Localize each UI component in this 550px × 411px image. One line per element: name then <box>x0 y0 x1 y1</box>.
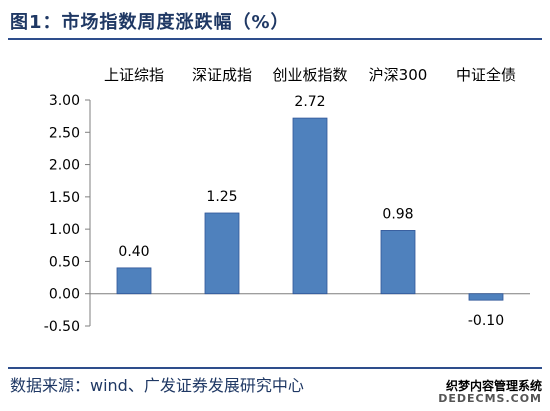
category-label: 沪深300 <box>369 66 428 84</box>
data-label: -0.10 <box>468 313 504 329</box>
data-label: 0.98 <box>382 206 413 222</box>
data-label: 2.72 <box>294 94 325 110</box>
y-tick-label: 3.00 <box>49 93 80 109</box>
y-axis-ticks: -0.50 0.00 0.50 1.00 1.50 2.00 2.50 3.00 <box>44 93 90 335</box>
category-labels: 上证综指 深证成指 创业板指数 沪深300 中证全债 <box>104 66 516 84</box>
bar <box>116 267 152 295</box>
y-tick-label: 1.50 <box>49 190 80 206</box>
y-tick-label: 1.00 <box>49 222 80 238</box>
y-tick-label: 2.50 <box>49 125 80 141</box>
source-note: 数据来源：wind、广发证券发展研究中心 <box>10 376 304 395</box>
figure-title: 图1：市场指数周度涨跌幅（%） <box>10 12 290 33</box>
source-rule <box>8 367 542 369</box>
chart-bars <box>116 117 504 301</box>
bar <box>380 230 416 295</box>
data-labels: 0.40 1.25 2.72 0.98 -0.10 <box>118 94 504 329</box>
category-label: 深证成指 <box>192 66 252 84</box>
y-tick-label: 0.00 <box>49 287 80 303</box>
data-label: 1.25 <box>206 189 237 205</box>
category-label: 中证全债 <box>456 66 516 84</box>
y-tick-label: 2.00 <box>49 158 80 174</box>
category-label: 创业板指数 <box>272 66 347 84</box>
bar <box>468 293 504 301</box>
bar <box>204 212 240 295</box>
title-rule <box>8 38 542 40</box>
y-tick-label: -0.50 <box>44 319 80 335</box>
watermark-url: DEDECMS.COM <box>438 392 542 405</box>
watermark-text: 织梦内容管理系统 <box>445 379 542 393</box>
y-tick-label: 0.50 <box>49 254 80 270</box>
bar <box>292 117 328 295</box>
data-label: 0.40 <box>118 244 149 260</box>
category-label: 上证综指 <box>104 66 164 84</box>
